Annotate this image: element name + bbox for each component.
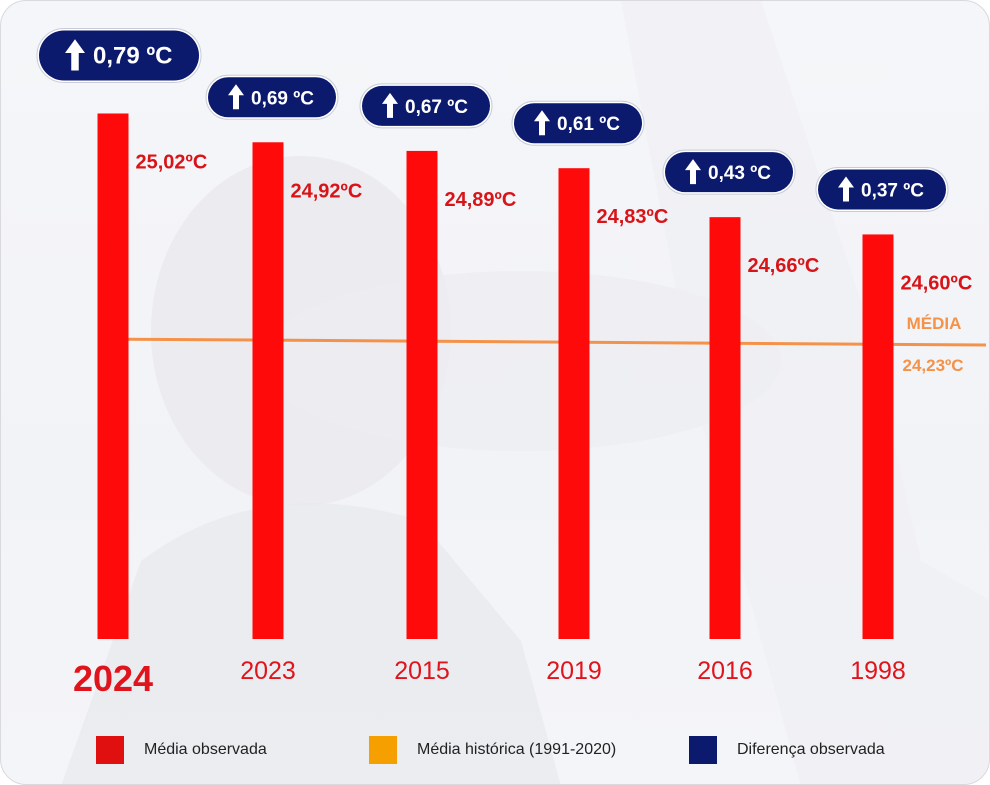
category-label-2019: 2019	[546, 657, 602, 685]
legend-label-historical: Média histórica (1991-2020)	[417, 741, 617, 758]
value-label-1998: 24,60ºC	[901, 272, 973, 294]
difference-label-2023: 0,69 ºC	[251, 88, 314, 109]
difference-badge-2019: 0,61 ºC	[511, 100, 645, 146]
difference-label-2019: 0,61 ºC	[557, 114, 620, 135]
value-label-2024: 25,02ºC	[136, 151, 208, 173]
value-label-2023: 24,92ºC	[291, 180, 363, 202]
category-label-1998: 1998	[850, 657, 906, 685]
arrow-up-icon	[65, 39, 85, 71]
value-label-2019: 24,83ºC	[597, 206, 669, 228]
legend-swatch-difference	[689, 736, 717, 764]
difference-label-2015: 0,67 ºC	[405, 97, 468, 118]
arrow-up-icon	[838, 176, 854, 202]
difference-badge-2015: 0,67 ºC	[359, 83, 493, 129]
legend-item-observed: Média observada	[96, 736, 267, 764]
category-label-2023: 2023	[240, 657, 296, 685]
legend-item-difference: Diferença observada	[689, 736, 885, 764]
legend-item-historical: Média histórica (1991-2020)	[369, 736, 616, 764]
difference-label-2016: 0,43 ºC	[708, 163, 771, 184]
legend-label-difference: Diferença observada	[737, 741, 885, 758]
arrow-up-icon	[228, 84, 244, 110]
difference-label-2024: 0,79 ºC	[93, 42, 172, 69]
category-label-2016: 2016	[697, 657, 753, 685]
bar-2019	[558, 168, 590, 639]
category-label-2015: 2015	[394, 657, 450, 685]
legend-swatch-observed	[96, 736, 124, 764]
bar-1998	[862, 234, 894, 639]
difference-badge-2016: 0,43 ºC	[662, 149, 796, 195]
bar-2023	[252, 142, 284, 639]
value-label-2016: 24,66ºC	[748, 255, 820, 277]
legend-label-observed: Média observada	[144, 741, 267, 758]
category-label-2024: 2024	[73, 658, 153, 699]
difference-badge-2024: 0,79 ºC	[36, 27, 202, 83]
reference-line-value: 24,23ºC	[902, 356, 963, 375]
difference-badge-1998: 0,37 ºC	[815, 166, 949, 212]
difference-badge-2023: 0,69 ºC	[205, 74, 339, 120]
bar-2024	[97, 113, 129, 640]
legend-swatch-historical	[369, 736, 397, 764]
value-label-2015: 24,89ºC	[445, 189, 517, 211]
reference-line	[97, 337, 987, 347]
arrow-up-icon	[382, 92, 398, 118]
arrow-up-icon	[685, 159, 701, 185]
bar-2015	[406, 150, 438, 640]
reference-line-label: MÉDIA	[907, 314, 962, 333]
bar-2016	[709, 217, 741, 639]
difference-label-1998: 0,37 ºC	[861, 180, 924, 201]
arrow-up-icon	[534, 110, 550, 136]
